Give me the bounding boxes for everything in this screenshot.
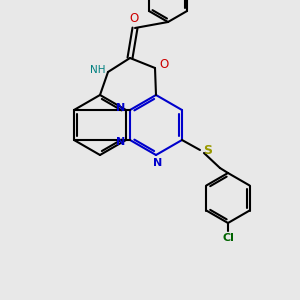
Text: Cl: Cl	[222, 233, 234, 243]
Text: N: N	[116, 137, 126, 147]
Text: N: N	[153, 158, 163, 168]
Text: S: S	[203, 145, 212, 158]
Text: N: N	[116, 103, 126, 113]
Text: NH: NH	[90, 65, 106, 75]
Text: O: O	[159, 58, 169, 70]
Text: O: O	[129, 13, 139, 26]
